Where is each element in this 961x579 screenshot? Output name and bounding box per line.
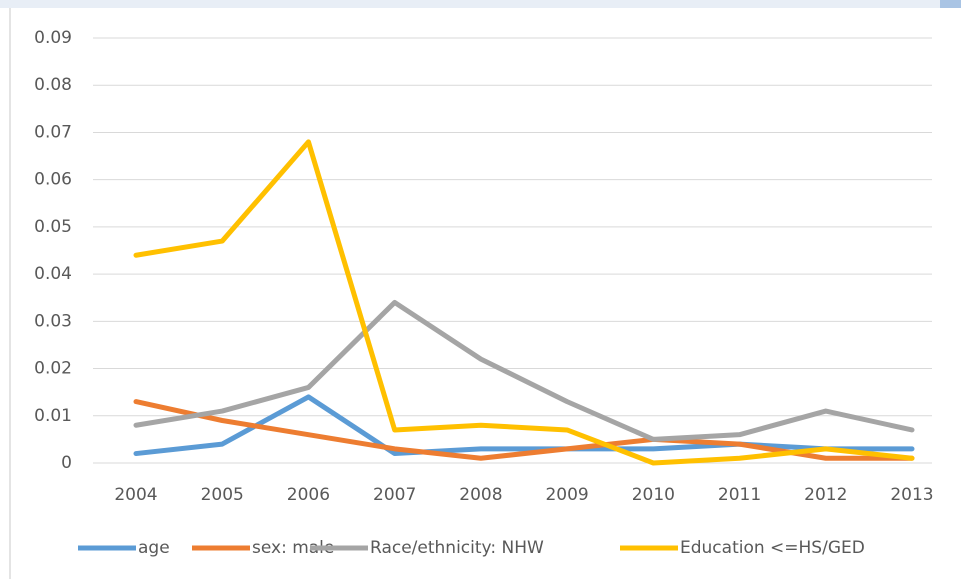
series-line (133, 299, 915, 442)
y-tick-label: 0.05 (34, 217, 72, 237)
y-tick-label: 0.01 (34, 406, 72, 426)
y-tick-label: 0.02 (34, 359, 72, 379)
y-tick-label: 0 (61, 453, 72, 473)
top-bar (0, 0, 961, 8)
x-tick-label: 2007 (373, 485, 416, 505)
legend-label: age (138, 538, 170, 558)
y-tick-label: 0.08 (34, 75, 72, 95)
y-tick-label: 0.03 (34, 311, 72, 331)
series-line (133, 394, 915, 457)
x-tick-label: 2012 (804, 485, 847, 505)
x-tick-label: 2009 (545, 485, 588, 505)
y-tick-label: 0.06 (34, 170, 72, 190)
x-tick-label: 2006 (287, 485, 330, 505)
x-tick-label: 2005 (201, 485, 244, 505)
x-tick-label: 2004 (114, 485, 157, 505)
y-tick-label: 0.09 (34, 28, 72, 48)
x-tick-label: 2013 (890, 485, 933, 505)
legend-label: Race/ethnicity: NHW (370, 538, 544, 558)
x-tick-label: 2011 (718, 485, 761, 505)
corner (940, 0, 961, 8)
series-line (133, 139, 915, 466)
x-tick-label: 2008 (459, 485, 502, 505)
y-tick-label: 0.04 (34, 264, 72, 284)
x-tick-label: 2010 (632, 485, 675, 505)
legend-label: sex: male (252, 538, 334, 558)
y-tick-label: 0.07 (34, 122, 72, 142)
legend-label: Education <=HS/GED (680, 538, 865, 558)
